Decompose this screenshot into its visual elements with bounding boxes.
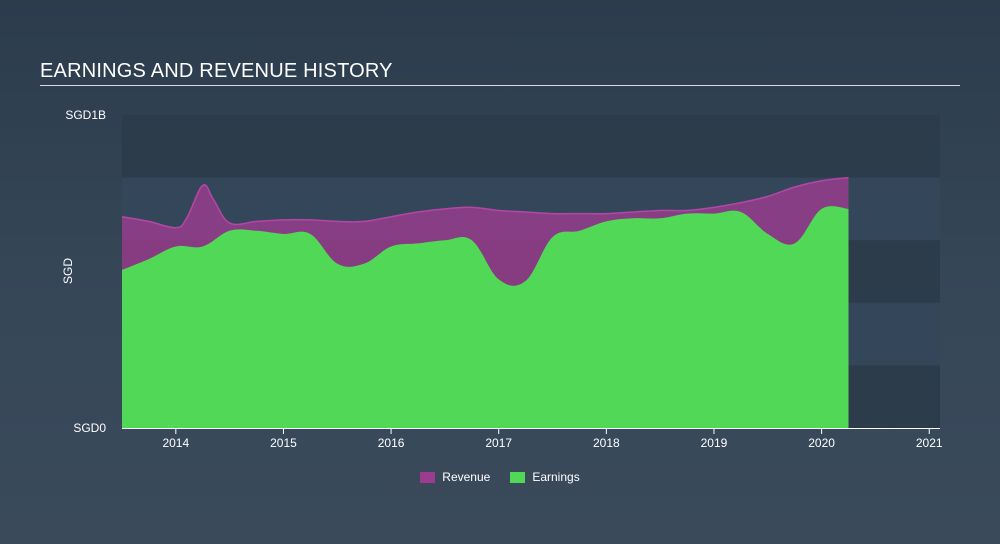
earnings-swatch [510,471,526,483]
y-tick-label: SGD1B [65,108,106,122]
y-axis-title: SGD [61,258,75,284]
revenue-swatch [420,471,436,483]
earnings-area [122,206,849,428]
legend-label-revenue: Revenue [442,470,491,484]
x-tick-label: 2016 [378,436,405,450]
x-tick-label: 2019 [701,436,728,450]
y-axis: SGD0 SGD1B [65,108,106,435]
x-tick-label: 2020 [808,436,835,450]
legend-label-earnings: Earnings [532,470,580,484]
title-divider [40,85,960,86]
plot-band [122,115,940,178]
x-tick-label: 2018 [593,436,620,450]
revenue-line [121,176,849,229]
x-axis: 2014 2015 2016 2017 2018 2019 2020 2021 [122,428,943,450]
y-tick-label: SGD0 [73,421,106,435]
legend-item-revenue[interactable]: Revenue [420,470,490,484]
x-tick-label: 2014 [162,436,189,450]
x-tick-label: 2015 [270,436,297,450]
chart-title: EARNINGS AND REVENUE HISTORY [40,60,393,82]
x-tick-label: 2017 [485,436,512,450]
x-tick-label: 2021 [916,436,943,450]
legend-item-earnings[interactable]: Earnings [510,470,580,484]
legend: Revenue Earnings [0,470,1000,484]
